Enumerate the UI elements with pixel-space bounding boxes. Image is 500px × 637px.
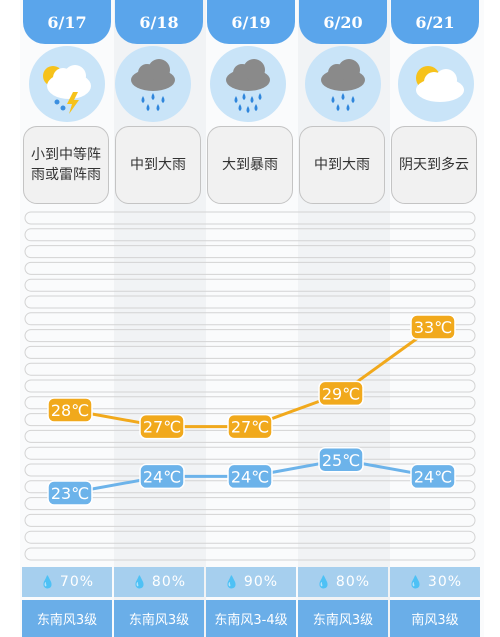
grid-row [24,513,476,527]
grid-row [24,278,476,292]
rain-icon [115,46,191,122]
rain-probability: 💧 80% [114,567,204,597]
temp-label: 24℃ [231,467,269,486]
rain-value: 90% [243,574,279,590]
rain-probability: 💧 70% [22,567,112,597]
weather-description: 中到大雨 [115,126,201,204]
droplet-icon: 💧 [223,575,240,589]
temp-label: 24℃ [143,467,181,486]
wind-info: 东南风3级 [298,600,388,637]
grid-row [24,228,476,242]
droplet-icon: 💧 [407,575,424,589]
rain-probability: 💧 30% [390,567,480,597]
temp-label: 24℃ [414,467,452,486]
grid-row [24,497,476,511]
rain-icon [210,46,286,122]
temp-label-bg [47,480,93,506]
rain-probability: 💧 90% [206,567,296,597]
rain-value: 30% [427,574,463,590]
grid-row [24,446,476,460]
temp-label: 27℃ [231,418,269,437]
droplet-icon: 💧 [315,575,332,589]
temp-label-bg [318,447,364,473]
temp-label-bg [227,413,273,440]
wind-info: 南风3级 [390,600,480,637]
temperature-chart-svg: 28℃ 27℃ 27℃ 29℃ 33℃ 23℃ 24℃ 24℃ 25℃ 24℃ [24,211,476,561]
grid-row [24,295,476,309]
temp-label-bg [227,463,273,490]
temp-label-bg [139,413,185,440]
grid-row [24,547,476,561]
rain-value: 80% [335,574,371,590]
date-tab[interactable]: 6/18 [115,0,203,44]
weather-description: 小到中等阵雨或雷阵雨 [23,126,109,204]
temp-label: 29℃ [322,384,360,403]
thunderstorm-icon [29,46,105,122]
temp-label: 33℃ [414,318,452,337]
weather-description: 大到暴雨 [207,126,293,204]
temp-label-bg [139,463,185,490]
grid-row [24,261,476,275]
rain-value: 70% [59,574,95,590]
grid-row [24,245,476,259]
rain-value: 80% [151,574,187,590]
grid-row [24,362,476,376]
grid-row [24,329,476,343]
grid-row [24,530,476,544]
temp-label: 23℃ [51,484,89,503]
wind-info: 东南风3级 [22,600,112,637]
date-tab[interactable]: 6/19 [207,0,295,44]
temp-label-bg [47,397,93,423]
temp-label-bg [318,380,364,407]
grid-row [24,345,476,359]
grid-row [24,211,476,225]
temp-label-bg [410,314,456,340]
temp-label: 27℃ [143,418,181,437]
wind-info: 东南风3-4级 [206,600,296,637]
weather-description: 阴天到多云 [391,126,477,204]
droplet-icon: 💧 [39,575,56,589]
temperature-chart: 28℃ 27℃ 27℃ 29℃ 33℃ 23℃ 24℃ 24℃ 25℃ 24℃ [0,206,500,564]
partly-cloudy-icon [398,46,474,122]
grid-row [24,396,476,410]
weather-description: 中到大雨 [299,126,385,204]
date-tab[interactable]: 6/20 [299,0,387,44]
rain-icon [305,46,381,122]
temp-label: 25℃ [322,451,360,470]
wind-info: 东南风3级 [114,600,204,637]
droplet-icon: 💧 [131,575,148,589]
date-tab[interactable]: 6/17 [23,0,111,44]
temp-label-bg [410,463,456,490]
date-tab[interactable]: 6/21 [391,0,479,44]
grid-row [24,312,476,326]
grid-row [24,379,476,393]
rain-probability: 💧 80% [298,567,388,597]
temp-label: 28℃ [51,401,89,420]
